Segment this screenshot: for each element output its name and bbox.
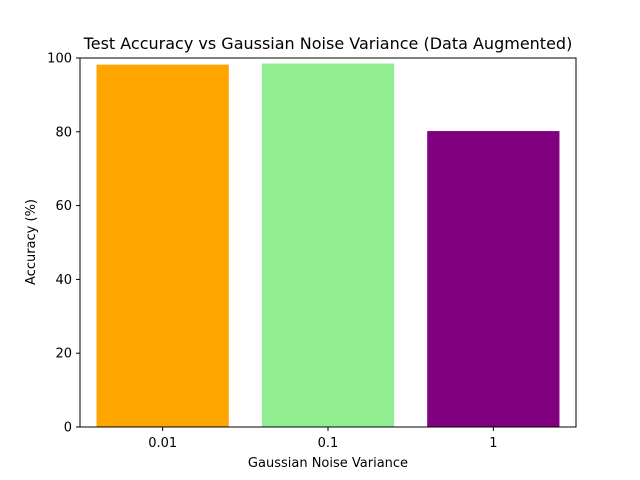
y-tick-label: 60 — [55, 199, 72, 214]
bar-0.1 — [261, 63, 395, 427]
chart-title: Test Accuracy vs Gaussian Noise Variance… — [83, 34, 573, 53]
bar-1 — [427, 131, 560, 427]
plot-area: 0 20 40 60 80 100 0.01 0.1 1 — [47, 52, 577, 451]
x-tick-label: 0.1 — [318, 436, 339, 451]
y-tick-label: 20 — [55, 347, 72, 362]
bar-0.01 — [96, 64, 229, 427]
y-tick-label: 40 — [55, 273, 72, 288]
x-axis-label: Gaussian Noise Variance — [248, 456, 408, 471]
x-tick-label: 1 — [489, 436, 497, 451]
y-tick-label: 0 — [64, 421, 72, 436]
y-tick-label: 100 — [47, 52, 72, 67]
y-axis-label: Accuracy (%) — [24, 199, 39, 285]
y-tick-label: 80 — [55, 125, 72, 140]
x-tick-label: 0.01 — [148, 436, 177, 451]
